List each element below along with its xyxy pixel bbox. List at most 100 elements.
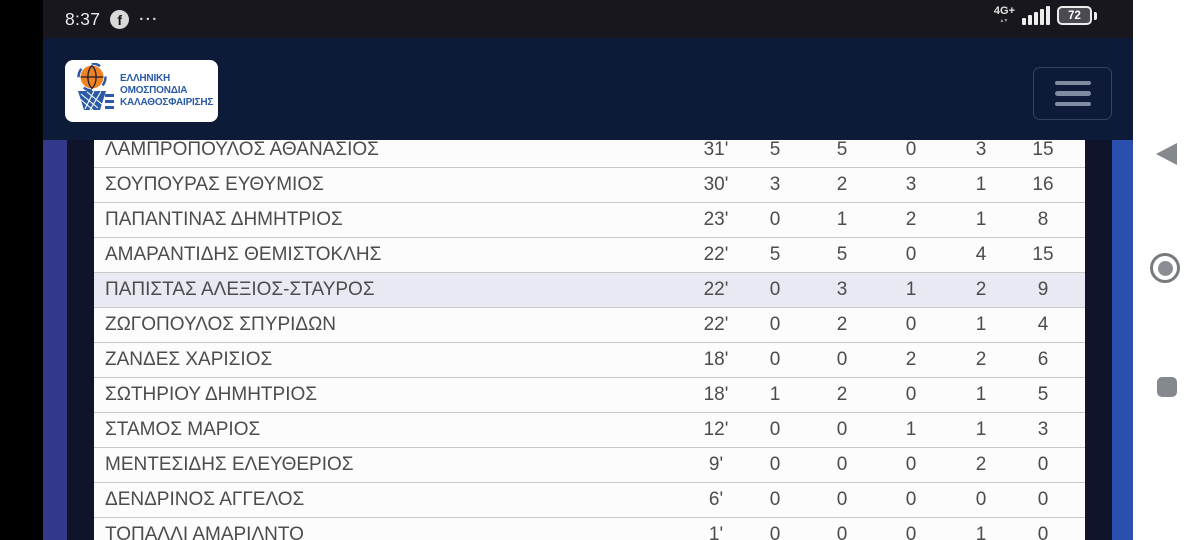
player-name-cell: ΤΟΠΑΛΛΙ ΑΜΑΡΙΛΝΤΟ bbox=[105, 524, 304, 540]
stat-cell: 1 bbox=[975, 314, 987, 335]
stat-cell: 3 bbox=[836, 279, 848, 300]
table-row[interactable]: ΖΩΓΟΠΟΥΛΟΣ ΣΠΥΡΙΔΩΝ 22' 0 2 0 1 4 bbox=[94, 308, 1085, 343]
signal-strength-icon bbox=[1022, 6, 1050, 25]
player-name-cell: ΠΑΠΙΣΤΑΣ ΑΛΕΞΙΟΣ-ΣΤΑΥΡΟΣ bbox=[105, 279, 375, 300]
stat-cell: 3 bbox=[1037, 419, 1049, 440]
stat-cell: 0 bbox=[905, 384, 917, 405]
table-row[interactable]: ΣΟΥΠΟΥΡΑΣ ΕΥΘΥΜΙΟΣ 30' 3 2 3 1 16 bbox=[94, 168, 1085, 203]
stat-cell: 0 bbox=[769, 349, 781, 370]
status-bar-right: 4G+ ▴▾ 72 bbox=[994, 6, 1133, 32]
table-row[interactable]: ΠΑΠΑΝΤΙΝΑΣ ΔΗΜΗΤΡΙΟΣ 23' 0 1 2 1 8 bbox=[94, 203, 1085, 238]
stat-cell: 0 bbox=[905, 244, 917, 265]
stat-cell: 3 bbox=[905, 174, 917, 195]
stat-cell: 3 bbox=[975, 140, 987, 160]
home-dot-icon bbox=[1157, 260, 1173, 276]
player-name-cell: ΜΕΝΤΕΣΙΔΗΣ ΕΛΕΥΘΕΡΙΟΣ bbox=[105, 454, 354, 475]
stat-cell: 5 bbox=[769, 244, 781, 265]
table-row[interactable]: ΔΕΝΔΡΙΝΟΣ ΑΓΓΕΛΟΣ 6' 0 0 0 0 0 bbox=[94, 483, 1085, 518]
minutes-cell: 6' bbox=[708, 489, 724, 510]
stat-cell: 0 bbox=[905, 489, 917, 510]
minutes-cell: 22' bbox=[703, 314, 729, 335]
minutes-cell: 23' bbox=[703, 209, 729, 230]
table-row[interactable]: ΖΑΝΔΕΣ ΧΑΡΙΣΙΟΣ 18' 0 0 2 2 6 bbox=[94, 343, 1085, 378]
stat-cell: 1 bbox=[975, 419, 987, 440]
stat-cell: 4 bbox=[975, 244, 987, 265]
table-row[interactable]: ΤΟΠΑΛΛΙ ΑΜΑΡΙΛΝΤΟ 1' 0 0 0 1 0 bbox=[94, 518, 1085, 540]
stat-cell: 2 bbox=[905, 209, 917, 230]
table-row[interactable]: ΠΑΠΙΣΤΑΣ ΑΛΕΞΙΟΣ-ΣΤΑΥΡΟΣ 22' 0 3 1 2 9 bbox=[94, 273, 1085, 308]
stat-cell: 0 bbox=[905, 140, 917, 160]
back-button[interactable] bbox=[1156, 143, 1177, 165]
stat-cell: 1 bbox=[975, 209, 987, 230]
stat-cell: 0 bbox=[975, 489, 987, 510]
stat-cell: 0 bbox=[769, 454, 781, 475]
recents-button[interactable] bbox=[1157, 377, 1177, 397]
stat-cell: 5 bbox=[836, 244, 848, 265]
stat-cell: 0 bbox=[1037, 454, 1049, 475]
home-button[interactable] bbox=[1150, 253, 1180, 283]
federation-logo[interactable]: ΕΛΛΗΝΙΚΗ ΟΜΟΣΠΟΝΔΙΑ ΚΑΛΑΘΟΣΦΑΙΡΙΣΗΣ bbox=[65, 60, 218, 122]
player-name-cell: ΣΟΥΠΟΥΡΑΣ ΕΥΘΥΜΙΟΣ bbox=[105, 174, 324, 195]
minutes-cell: 1' bbox=[708, 524, 724, 540]
stat-cell: 2 bbox=[975, 454, 987, 475]
stat-cell: 16 bbox=[1032, 174, 1054, 195]
table-row[interactable]: ΜΕΝΤΕΣΙΔΗΣ ΕΛΕΥΘΕΡΙΟΣ 9' 0 0 0 2 0 bbox=[94, 448, 1085, 483]
stat-cell: 0 bbox=[905, 524, 917, 540]
logo-line-2: ΟΜΟΣΠΟΝΔΙΑ bbox=[120, 85, 188, 97]
stat-cell: 5 bbox=[769, 140, 781, 160]
stat-cell: 2 bbox=[836, 384, 848, 405]
player-stats-table: ΛΑΜΠΡΟΠΟΥΛΟΣ ΑΘΑΝΑΣΙΟΣ 31' 5 5 0 3 15 ΣΟ… bbox=[94, 140, 1085, 540]
stat-cell: 6 bbox=[1037, 349, 1049, 370]
camera-notch-strip bbox=[0, 0, 43, 540]
stat-cell: 4 bbox=[1037, 314, 1049, 335]
stat-cell: 1 bbox=[905, 419, 917, 440]
stat-cell: 9 bbox=[1037, 279, 1049, 300]
stat-cell: 0 bbox=[769, 489, 781, 510]
minutes-cell: 30' bbox=[703, 174, 729, 195]
stat-cell: 0 bbox=[1037, 489, 1049, 510]
stat-cell: 1 bbox=[836, 209, 848, 230]
stat-cell: 5 bbox=[836, 140, 848, 160]
hamburger-menu-button[interactable] bbox=[1033, 67, 1112, 120]
status-bar: 8:37 f ··· 4G+ ▴▾ 72 bbox=[43, 0, 1133, 38]
stat-cell: 2 bbox=[975, 279, 987, 300]
player-name-cell: ΖΩΓΟΠΟΥΛΟΣ ΣΠΥΡΙΔΩΝ bbox=[105, 314, 337, 335]
player-name-cell: ΑΜΑΡΑΝΤΙΔΗΣ ΘΕΜΙΣΤΟΚΛΗΣ bbox=[105, 244, 382, 265]
table-row[interactable]: ΛΑΜΠΡΟΠΟΥΛΟΣ ΑΘΑΝΑΣΙΟΣ 31' 5 5 0 3 15 bbox=[94, 140, 1085, 168]
stat-cell: 0 bbox=[905, 314, 917, 335]
table-row[interactable]: ΣΤΑΜΟΣ ΜΑΡΙΟΣ 12' 0 0 1 1 3 bbox=[94, 413, 1085, 448]
battery-icon: 72 bbox=[1057, 6, 1092, 25]
player-name-cell: ΔΕΝΔΡΙΝΟΣ ΑΓΓΕΛΟΣ bbox=[105, 489, 305, 510]
logo-line-1: ΕΛΛΗΝΙΚΗ bbox=[120, 73, 171, 85]
page-content: ΛΑΜΠΡΟΠΟΥΛΟΣ ΑΘΑΝΑΣΙΟΣ 31' 5 5 0 3 15 ΣΟ… bbox=[43, 140, 1133, 540]
logo-line-3: ΚΑΛΑΘΟΣΦΑΙΡΙΣΗΣ bbox=[120, 96, 214, 108]
stat-cell: 0 bbox=[836, 349, 848, 370]
stat-cell: 0 bbox=[769, 209, 781, 230]
stat-cell: 2 bbox=[975, 349, 987, 370]
status-bar-left: 8:37 f ··· bbox=[43, 9, 159, 30]
table-row[interactable]: ΑΜΑΡΑΝΤΙΔΗΣ ΘΕΜΙΣΤΟΚΛΗΣ 22' 5 5 0 4 15 bbox=[94, 238, 1085, 273]
stat-cell: 0 bbox=[836, 419, 848, 440]
facebook-notification-icon: f bbox=[110, 9, 130, 29]
player-name-cell: ΛΑΜΠΡΟΠΟΥΛΟΣ ΑΘΑΝΑΣΙΟΣ bbox=[105, 140, 379, 160]
system-nav-bar bbox=[1133, 0, 1200, 540]
stat-cell: 0 bbox=[1037, 524, 1049, 540]
stat-cell: 2 bbox=[905, 349, 917, 370]
stat-cell: 1 bbox=[905, 279, 917, 300]
stat-cell: 0 bbox=[905, 454, 917, 475]
stat-cell: 8 bbox=[1037, 209, 1049, 230]
clock: 8:37 bbox=[65, 8, 101, 29]
hamburger-icon bbox=[1054, 80, 1091, 86]
minutes-cell: 9' bbox=[708, 454, 724, 475]
player-name-cell: ΠΑΠΑΝΤΙΝΑΣ ΔΗΜΗΤΡΙΟΣ bbox=[105, 209, 343, 230]
battery-nub-icon bbox=[1094, 12, 1097, 20]
stat-cell: 5 bbox=[1037, 384, 1049, 405]
table-row[interactable]: ΣΩΤΗΡΙΟΥ ΔΗΜΗΤΡΙΟΣ 18' 1 2 0 1 5 bbox=[94, 378, 1085, 413]
stat-cell: 0 bbox=[769, 314, 781, 335]
decor-stripe-left bbox=[43, 140, 67, 540]
stat-cell: 1 bbox=[975, 384, 987, 405]
stat-cell: 3 bbox=[769, 174, 781, 195]
stat-cell: 0 bbox=[836, 489, 848, 510]
stat-cell: 1 bbox=[769, 384, 781, 405]
